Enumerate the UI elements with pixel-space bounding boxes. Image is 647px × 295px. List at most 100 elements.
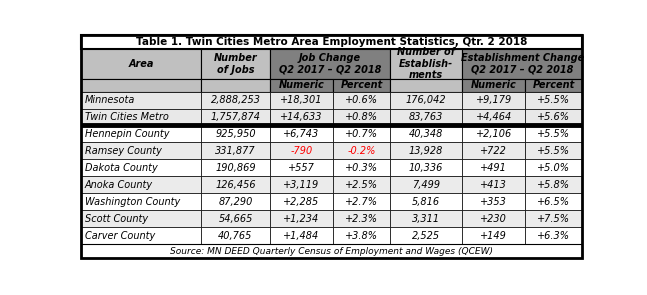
Text: +7.5%: +7.5% (537, 214, 570, 224)
Text: +6.3%: +6.3% (537, 231, 570, 241)
Bar (270, 176, 333, 193)
Text: +3,119: +3,119 (283, 180, 320, 190)
Text: -790: -790 (291, 146, 313, 156)
Bar (525, 227, 582, 244)
Text: +1,484: +1,484 (283, 231, 320, 241)
Text: 13,928: 13,928 (409, 146, 443, 156)
Bar (201, 142, 270, 159)
Bar (270, 92, 333, 109)
Bar (525, 125, 582, 142)
Bar (81, 35, 582, 49)
Text: +14,633: +14,633 (280, 112, 323, 122)
Text: 7,499: 7,499 (412, 180, 440, 190)
Text: +5.5%: +5.5% (537, 95, 570, 105)
Text: +4,464: +4,464 (476, 112, 512, 122)
Text: +1,234: +1,234 (283, 214, 320, 224)
Text: +5.5%: +5.5% (537, 146, 570, 156)
Text: 1,757,874: 1,757,874 (210, 112, 261, 122)
Bar (390, 92, 462, 109)
Text: +2.3%: +2.3% (345, 214, 378, 224)
Text: Numeric: Numeric (279, 80, 324, 90)
Bar (201, 210, 270, 227)
Text: +2,106: +2,106 (476, 129, 512, 139)
Text: 3,311: 3,311 (412, 214, 440, 224)
Bar (333, 193, 390, 210)
Bar (81, 244, 582, 258)
Text: 40,765: 40,765 (218, 231, 253, 241)
Text: +722: +722 (480, 146, 507, 156)
Text: Area: Area (128, 59, 154, 69)
Text: Percent: Percent (532, 80, 575, 90)
Text: 331,877: 331,877 (215, 146, 256, 156)
Bar (525, 78, 582, 92)
Bar (270, 142, 333, 159)
Bar (81, 49, 201, 78)
Text: 190,869: 190,869 (215, 163, 256, 173)
Bar (270, 125, 333, 142)
Text: Numeric: Numeric (471, 80, 516, 90)
Text: +0.8%: +0.8% (345, 112, 378, 122)
Text: 925,950: 925,950 (215, 129, 256, 139)
Bar (390, 227, 462, 244)
Text: Anoka County: Anoka County (85, 180, 153, 190)
Text: 83,763: 83,763 (409, 112, 443, 122)
Bar (270, 210, 333, 227)
Bar (462, 49, 582, 78)
Bar (333, 109, 390, 125)
Text: Table 1. Twin Cities Metro Area Employment Statistics, Qtr. 2 2018: Table 1. Twin Cities Metro Area Employme… (136, 37, 527, 47)
Bar (525, 159, 582, 176)
Text: +5.0%: +5.0% (537, 163, 570, 173)
Bar (525, 176, 582, 193)
Bar (333, 210, 390, 227)
Bar (270, 109, 333, 125)
Bar (270, 49, 390, 78)
Bar (201, 176, 270, 193)
Text: Minnesota: Minnesota (85, 95, 135, 105)
Text: Scott County: Scott County (85, 214, 148, 224)
Text: 2,888,253: 2,888,253 (210, 95, 261, 105)
Text: +6,743: +6,743 (283, 129, 320, 139)
Text: Ramsey County: Ramsey County (85, 146, 162, 156)
Bar (81, 193, 201, 210)
Bar (270, 227, 333, 244)
Bar (81, 78, 201, 92)
Text: +230: +230 (480, 214, 507, 224)
Text: 5,816: 5,816 (412, 197, 440, 207)
Text: Establishment Change
Q2 2017 – Q2 2018: Establishment Change Q2 2017 – Q2 2018 (461, 53, 584, 75)
Bar (333, 125, 390, 142)
Text: +413: +413 (480, 180, 507, 190)
Text: Job Change
Q2 2017 – Q2 2018: Job Change Q2 2017 – Q2 2018 (279, 53, 381, 75)
Text: +557: +557 (288, 163, 315, 173)
Bar (462, 109, 525, 125)
Bar (201, 125, 270, 142)
Bar (81, 176, 201, 193)
Text: +0.6%: +0.6% (345, 95, 378, 105)
Bar (333, 159, 390, 176)
Bar (390, 159, 462, 176)
Bar (333, 92, 390, 109)
Text: +6.5%: +6.5% (537, 197, 570, 207)
Text: Number
of Jobs: Number of Jobs (214, 53, 258, 75)
Bar (390, 125, 462, 142)
Text: +0.7%: +0.7% (345, 129, 378, 139)
Text: 54,665: 54,665 (218, 214, 253, 224)
Bar (81, 142, 201, 159)
Bar (201, 49, 270, 78)
Text: +18,301: +18,301 (280, 95, 323, 105)
Bar (81, 159, 201, 176)
Text: +9,179: +9,179 (476, 95, 512, 105)
Bar (390, 142, 462, 159)
Text: Number of
Establish-
ments: Number of Establish- ments (397, 47, 455, 81)
Bar (81, 210, 201, 227)
Text: +5.5%: +5.5% (537, 129, 570, 139)
Text: +149: +149 (480, 231, 507, 241)
Bar (270, 78, 333, 92)
Bar (270, 159, 333, 176)
Bar (81, 125, 201, 142)
Bar (525, 210, 582, 227)
Bar (462, 193, 525, 210)
Text: +3.8%: +3.8% (345, 231, 378, 241)
Bar (201, 78, 270, 92)
Text: +2.7%: +2.7% (345, 197, 378, 207)
Text: 176,042: 176,042 (406, 95, 446, 105)
